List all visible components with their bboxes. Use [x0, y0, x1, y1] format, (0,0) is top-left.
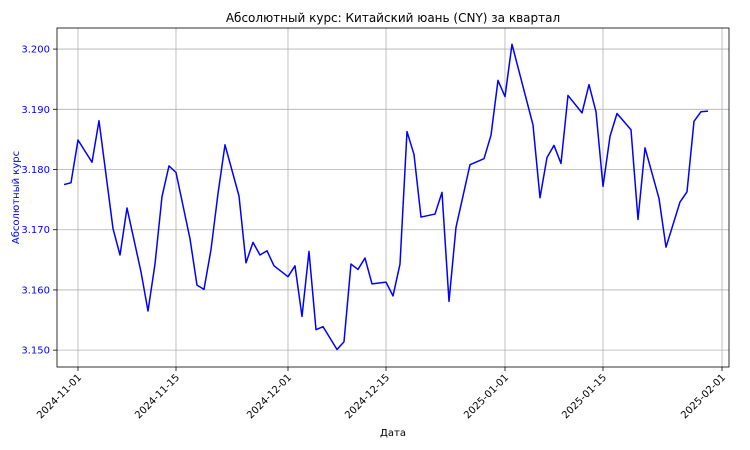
y-tick-label: 3.190 — [21, 105, 50, 116]
chart-title: Абсолютный курс: Китайский юань (CNY) за… — [226, 11, 560, 25]
grid — [57, 28, 729, 367]
x-axis-label: Дата — [380, 428, 406, 439]
y-tick-label: 3.200 — [21, 45, 50, 56]
y-axis: 3.150 3.160 3.170 3.180 3.190 3.200 — [21, 45, 57, 357]
series-layer — [63, 43, 709, 351]
y-tick-label: 3.180 — [21, 165, 50, 176]
plot-frame — [56, 27, 730, 368]
y-tick-label: 3.150 — [21, 346, 50, 357]
y-tick-label: 3.160 — [21, 285, 50, 296]
y-tick-label: 3.170 — [21, 225, 50, 236]
series-line-0 — [63, 43, 709, 351]
y-axis-label: Абсолютный курс — [11, 151, 22, 244]
